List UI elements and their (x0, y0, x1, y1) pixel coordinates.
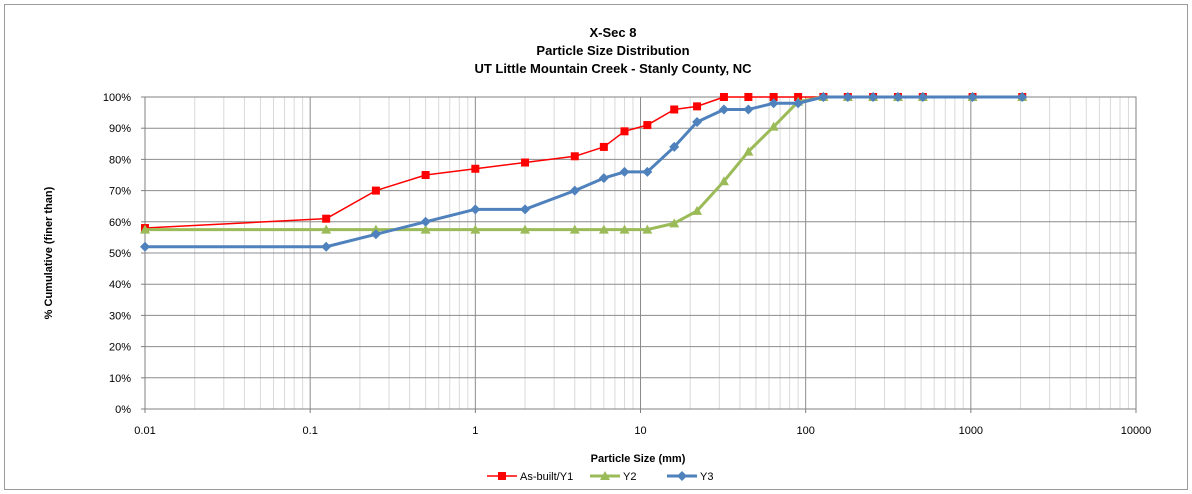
x-axis-label: Particle Size (mm) (591, 453, 686, 465)
data-point-as-built-y1 (693, 102, 702, 111)
data-point-as-built-y1 (371, 186, 380, 195)
y-tick-label: 80% (109, 154, 131, 166)
x-tick-label: 100 (796, 425, 814, 437)
x-tick-label: 0.1 (303, 425, 318, 437)
data-point-as-built-y1 (521, 158, 530, 167)
data-point-y3 (1017, 92, 1028, 102)
data-point-as-built-y1 (421, 171, 430, 179)
data-point-y2 (569, 224, 580, 234)
y-tick-label: 100% (103, 92, 131, 104)
data-point-as-built-y1 (471, 164, 480, 173)
series-y3 (140, 92, 1028, 252)
data-point-as-built-y1 (643, 121, 652, 130)
data-point-y3 (642, 166, 653, 177)
data-point-y3 (140, 241, 150, 252)
data-point-y2 (598, 224, 609, 234)
data-point-y3 (569, 185, 580, 196)
data-point-y3 (842, 92, 853, 102)
legend-marker-y2 (600, 471, 610, 480)
series-layer (140, 92, 1028, 252)
legend: As-built/Y1 Y2 Y3 (487, 471, 713, 483)
y-tick-labels: 0% 10% 20% 30% 40% 50% 60% 70% 80% 90% 100% (103, 92, 131, 416)
x-tick-labels: 0.01 0.1 1 10 100 1000 10000 (134, 425, 1151, 437)
x-tick-label: 0.01 (134, 425, 155, 437)
data-point-y3 (967, 92, 978, 102)
data-point-as-built-y1 (599, 142, 608, 151)
data-point-y2 (768, 121, 779, 131)
legend-marker-as-built-y1 (498, 472, 506, 480)
data-point-as-built-y1 (769, 93, 778, 101)
data-point-as-built-y1 (570, 152, 579, 161)
data-point-y2 (420, 224, 431, 234)
data-point-y3 (793, 98, 804, 109)
data-point-y2 (669, 218, 680, 228)
data-point-as-built-y1 (744, 93, 753, 101)
legend-label-y3: Y3 (700, 471, 713, 483)
data-point-y2 (743, 146, 754, 156)
data-point-y2 (140, 224, 150, 234)
legend-label-as-built-y1: As-built/Y1 (520, 471, 573, 483)
data-point-y2 (321, 224, 332, 234)
data-point-y3 (520, 204, 531, 215)
axes (141, 96, 1137, 413)
data-point-y3 (768, 98, 779, 109)
legend-label-y2: Y2 (623, 471, 636, 483)
data-point-y3 (470, 204, 481, 215)
x-tick-label: 10 (634, 425, 646, 437)
data-point-y2 (370, 224, 381, 234)
data-point-y2 (642, 224, 653, 234)
x-tick-label: 1000 (959, 425, 983, 437)
data-point-y2 (619, 224, 630, 234)
data-point-y3 (420, 216, 431, 227)
y-axis-label: % Cumulative (finer than) (43, 186, 55, 319)
data-point-y3 (692, 116, 703, 127)
y-tick-label: 20% (109, 342, 131, 354)
x-tick-label: 10000 (1121, 425, 1152, 437)
data-point-y3 (743, 104, 754, 115)
data-point-y2 (520, 224, 531, 234)
data-point-y2 (470, 224, 481, 234)
data-point-as-built-y1 (322, 214, 331, 223)
data-point-y3 (917, 92, 928, 102)
x-tick-label: 1 (472, 425, 478, 437)
data-point-y3 (669, 141, 680, 152)
data-point-as-built-y1 (670, 105, 679, 114)
data-point-y3 (718, 104, 729, 115)
data-point-y3 (892, 92, 903, 102)
data-point-as-built-y1 (719, 93, 728, 101)
legend-marker-y3 (677, 471, 687, 481)
data-point-y2 (718, 176, 729, 186)
y-tick-label: 30% (109, 310, 131, 322)
data-point-y3 (598, 173, 609, 184)
y-tick-label: 0% (115, 404, 131, 416)
data-point-y3 (321, 241, 332, 252)
chart-title-line-2: Particle Size Distribution (536, 43, 689, 58)
chart-titles: X-Sec 8 Particle Size Distribution UT Li… (474, 25, 752, 76)
y-tick-label: 60% (109, 217, 131, 229)
chart-title-line-1: X-Sec 8 (590, 25, 637, 40)
data-point-y3 (619, 166, 630, 177)
y-tick-label: 40% (109, 279, 131, 291)
data-point-as-built-y1 (620, 127, 629, 136)
data-point-y3 (370, 229, 381, 240)
chart-title-line-3: UT Little Mountain Creek - Stanly County… (474, 61, 752, 76)
y-tick-label: 70% (109, 186, 131, 198)
data-point-y2 (692, 205, 703, 215)
y-tick-label: 10% (109, 373, 131, 385)
data-point-y3 (818, 92, 829, 102)
y-tick-label: 90% (109, 123, 131, 135)
data-point-y3 (868, 92, 879, 102)
y-tick-label: 50% (109, 248, 131, 260)
